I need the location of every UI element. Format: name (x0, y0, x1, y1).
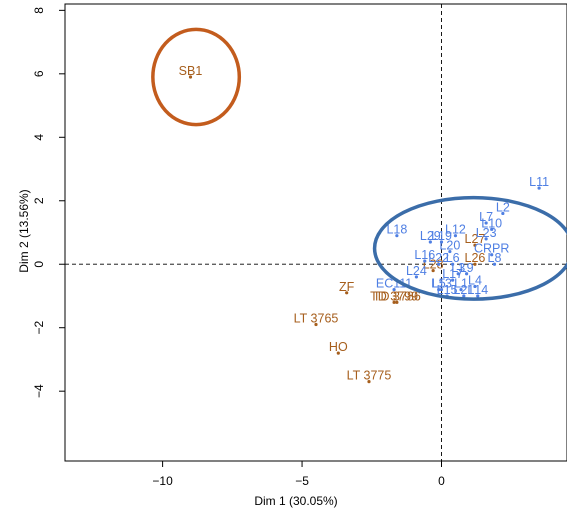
data-point (439, 288, 444, 292)
x-tick-label: 0 (438, 474, 445, 488)
y-axis-title: Dim 2 (13.56%) (17, 189, 31, 272)
x-tick-label: −10 (152, 474, 173, 488)
data-point (428, 240, 432, 244)
point-label: L19 (431, 229, 452, 243)
data-point (462, 294, 466, 298)
point-label: L4 (468, 273, 482, 287)
data-point (537, 186, 541, 190)
data-point (490, 227, 494, 231)
point-label: L28 (423, 258, 444, 272)
point-label: L10 (481, 216, 502, 230)
data-point (484, 221, 488, 225)
point-label: L1 (454, 277, 468, 291)
y-tick-label: 0 (32, 261, 46, 268)
y-tick-label: 2 (32, 197, 46, 204)
data-point (188, 75, 193, 79)
y-tick-label: 4 (32, 134, 46, 141)
point-label: L2 (496, 200, 510, 214)
data-point (345, 291, 349, 295)
point-label: L7 (479, 210, 493, 224)
x-tick-label: −5 (295, 474, 309, 488)
point-label: TD 3799 (370, 289, 418, 303)
point-label: L24 (406, 264, 427, 278)
y-tick-label: −2 (32, 321, 46, 335)
point-label: CRPR (474, 242, 509, 256)
y-tick-label: −4 (32, 384, 46, 398)
data-point (395, 234, 399, 238)
data-point (453, 234, 458, 238)
data-point (414, 275, 418, 279)
highlight-circle-orange (151, 27, 242, 127)
point-label: L17 (442, 267, 463, 281)
data-point (336, 351, 340, 355)
point-label: L18 (386, 223, 407, 237)
data-point (459, 288, 463, 292)
point-label: L9 (460, 261, 474, 275)
point-label: L15 (437, 283, 458, 297)
point-label: L20 (439, 239, 460, 253)
point-label: HO (329, 340, 348, 354)
y-tick-label: 8 (32, 7, 46, 14)
point-label: L14 (467, 283, 488, 297)
y-tick-label: 6 (32, 70, 46, 77)
data-point (473, 262, 477, 266)
data-point (423, 259, 427, 263)
point-label: EC111 (376, 277, 412, 291)
data-point (392, 288, 396, 292)
point-label: L23 (476, 226, 497, 240)
data-point (456, 272, 460, 276)
point-label: TD 3786 (373, 289, 421, 303)
data-point (451, 278, 455, 282)
point-label: SB1 (179, 64, 203, 78)
point-label: ZF (339, 280, 355, 294)
point-label: L29 (420, 229, 441, 243)
data-point (484, 237, 488, 241)
data-point (392, 300, 396, 304)
point-label: L8 (488, 251, 502, 265)
data-point (439, 240, 444, 244)
plot-frame (64, 3, 567, 462)
point-label: L21 (453, 283, 474, 297)
data-point (431, 268, 435, 273)
data-point (465, 272, 469, 276)
point-label: L12 (445, 223, 466, 237)
point-label: L26 (465, 251, 486, 265)
point-label: L22 (428, 251, 449, 265)
data-point (473, 243, 477, 247)
data-point (437, 262, 441, 266)
point-label: L11 (529, 175, 549, 189)
data-point (437, 288, 441, 292)
data-point (476, 294, 480, 298)
point-label: L6 (446, 251, 460, 265)
point-label: LT 3775 (347, 369, 392, 383)
data-point (367, 380, 371, 384)
point-label: L13 (431, 277, 452, 291)
data-point (395, 300, 399, 304)
data-point (314, 322, 318, 327)
point-label: LT 3765 (294, 312, 339, 326)
data-point (492, 262, 497, 266)
point-label: L3 (451, 261, 465, 275)
point-label: L27 (465, 232, 486, 246)
highlight-circle-blue (372, 195, 567, 301)
point-label: L5 (432, 277, 446, 291)
data-point (448, 249, 452, 254)
data-point (451, 262, 455, 266)
data-point (473, 284, 477, 289)
data-point (490, 253, 494, 257)
data-point (501, 211, 505, 216)
x-axis-title: Dim 1 (30.05%) (254, 494, 337, 508)
point-label: L16 (414, 248, 435, 262)
